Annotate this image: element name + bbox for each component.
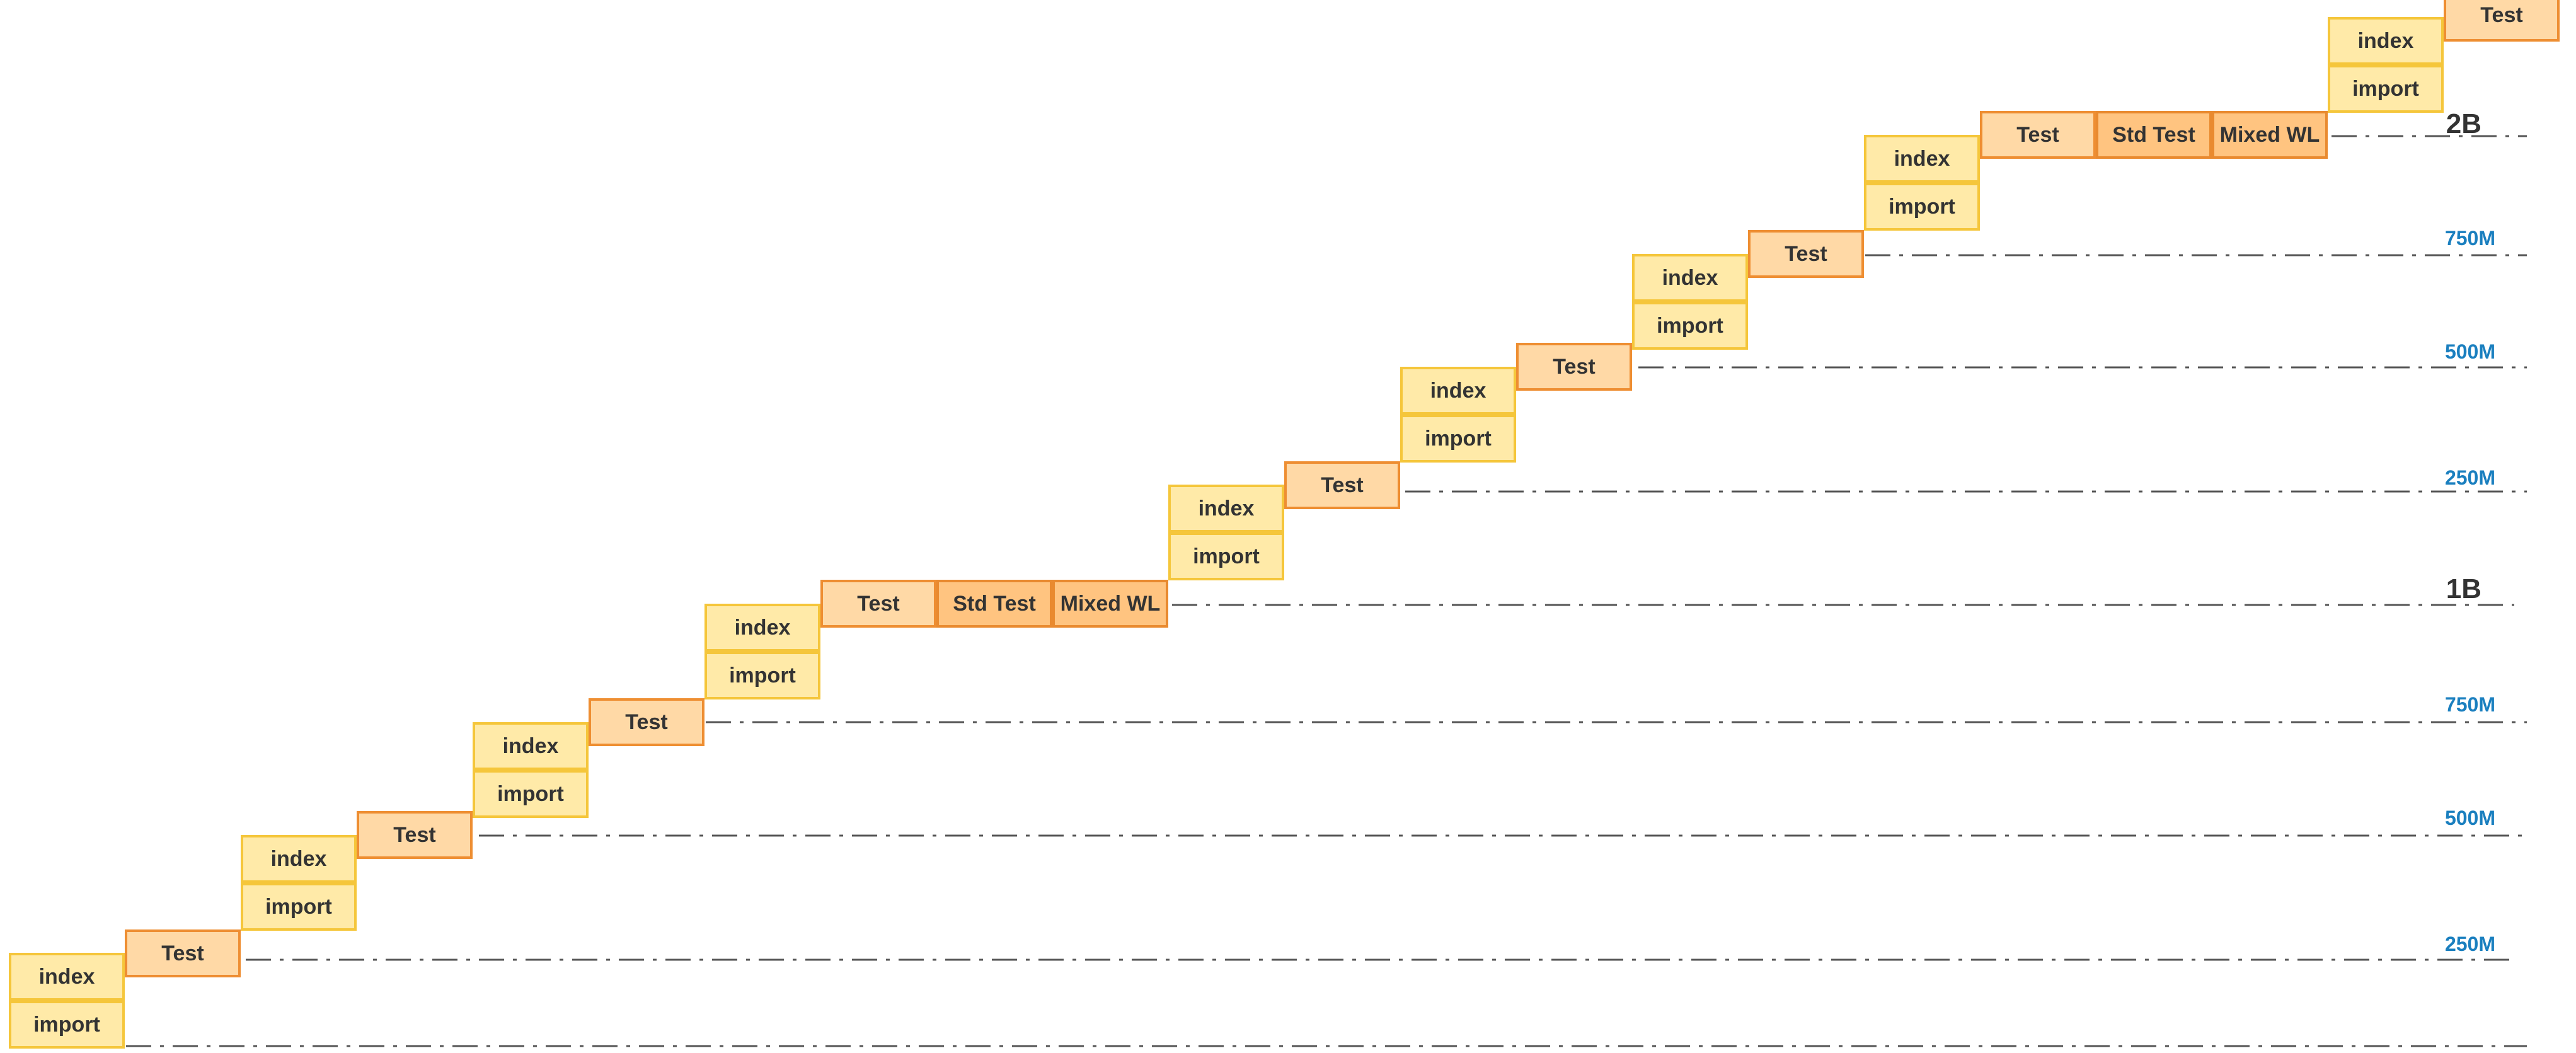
index-block: index (1168, 485, 1284, 532)
std-test-block: Std Test (2096, 111, 2212, 159)
test-block: Test (125, 929, 241, 977)
index-block: index (2328, 17, 2444, 65)
milestone-label-250m-1: 250M (2444, 933, 2495, 955)
test-block: Test (1284, 461, 1400, 509)
import-block: import (241, 883, 357, 931)
milestone-label-250m-2: 250M (2444, 466, 2495, 489)
milestone-label-750m-1: 750M (2444, 693, 2495, 716)
std-test-block: Std Test (936, 580, 1052, 628)
import-block: import (9, 1001, 125, 1049)
milestone-label-750m-2: 750M (2444, 227, 2495, 250)
mixed-workload-block: Mixed WL (2212, 111, 2328, 159)
test-block: Test (1748, 230, 1864, 278)
import-block: import (704, 652, 820, 699)
index-block: index (241, 835, 357, 883)
test-block: Test (589, 698, 704, 746)
import-block: import (1864, 183, 1980, 231)
index-block: index (704, 604, 820, 652)
test-block: Test (1516, 343, 1632, 391)
import-block: import (1400, 415, 1516, 463)
import-block: import (1632, 302, 1748, 350)
index-block: index (1632, 254, 1748, 302)
import-block: import (1168, 532, 1284, 580)
test-block: Test (357, 811, 473, 859)
milestone-label-1b: 1B (2446, 573, 2481, 604)
index-block: index (473, 722, 589, 770)
test-block: Test (2444, 0, 2560, 42)
mixed-workload-block: Mixed WL (1052, 580, 1168, 628)
import-block: import (473, 770, 589, 818)
milestone-label-500m-1: 500M (2444, 807, 2495, 829)
milestone-label-500m-2: 500M (2444, 340, 2495, 363)
milestone-label-2b: 2B (2446, 108, 2481, 139)
index-block: index (1400, 367, 1516, 415)
index-block: index (9, 953, 125, 1001)
test-block: Test (820, 580, 936, 628)
test-block: Test (1980, 111, 2096, 159)
import-block: import (2328, 65, 2444, 113)
index-block: index (1864, 135, 1980, 183)
